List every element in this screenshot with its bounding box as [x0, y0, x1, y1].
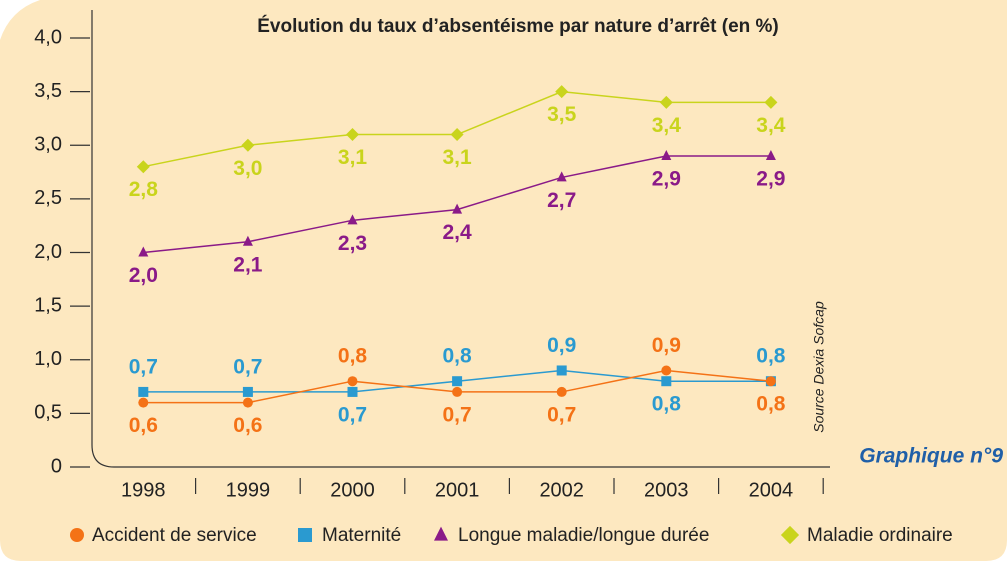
x-tick-label: 2002 [539, 479, 584, 501]
y-tick-label: 2,0 [34, 241, 62, 263]
data-label: 2,1 [233, 253, 263, 276]
data-label: 3,4 [652, 114, 682, 137]
point [556, 171, 567, 182]
x-tick-label: 2001 [435, 479, 480, 501]
point [765, 149, 776, 160]
data-label: 0,7 [233, 355, 262, 378]
point [556, 365, 567, 376]
x-tick-label: 2004 [749, 479, 794, 501]
data-label: 0,6 [129, 414, 158, 437]
data-label: 3,1 [442, 146, 472, 169]
point [241, 138, 255, 152]
chart-title: Évolution du taux d’absentéisme par natu… [257, 15, 779, 37]
data-label: 3,1 [338, 146, 368, 169]
y-tick-label: 4,0 [34, 26, 62, 48]
point [347, 376, 358, 387]
data-label: 0,8 [756, 393, 786, 416]
point [346, 128, 359, 142]
point [555, 85, 569, 99]
data-label: 2,9 [756, 168, 785, 191]
legend-label: Longue maladie/longue durée [458, 525, 709, 546]
point [661, 376, 672, 387]
data-label: 0,8 [756, 345, 786, 368]
y-tick-label: 1,0 [34, 348, 62, 370]
y-tick-label: 3,0 [34, 134, 62, 156]
point [661, 365, 672, 376]
x-tick-label: 1998 [121, 479, 166, 501]
point [765, 376, 776, 387]
x-tick-label: 2000 [330, 479, 375, 501]
legend-label: Maternité [322, 525, 401, 546]
data-label: 0,7 [338, 403, 367, 426]
point [556, 386, 567, 397]
point [138, 386, 149, 397]
data-label: 2,8 [129, 178, 159, 201]
source: Source Dexia Sofcap [811, 301, 827, 433]
data-label: 0,9 [652, 334, 681, 357]
legend-marker [434, 526, 448, 541]
data-label: 0,7 [129, 355, 158, 378]
legend-label: Accident de service [92, 525, 257, 546]
point [242, 386, 253, 397]
point [452, 386, 463, 397]
data-label: 3,5 [547, 103, 577, 126]
point [242, 397, 253, 408]
y-tick-label: 2,5 [34, 187, 62, 209]
legend-label: Maladie ordinaire [807, 525, 953, 546]
point [659, 95, 673, 109]
point [347, 386, 358, 397]
data-label: 0,7 [442, 403, 471, 426]
legend-marker [70, 528, 84, 542]
x-tick-label: 1999 [226, 479, 271, 501]
axes [91, 10, 830, 468]
caption: Graphique n°9 [859, 445, 1003, 468]
data-label: 3,0 [233, 157, 262, 180]
data-label: 0,9 [547, 334, 576, 357]
data-label: 2,0 [129, 264, 158, 287]
data-label: 3,4 [756, 114, 786, 137]
corner [0, 0, 40, 40]
y-tick-label: 0 [51, 455, 62, 477]
data-label: 0,7 [547, 403, 576, 426]
data-label: 2,9 [652, 168, 681, 191]
point [136, 160, 150, 174]
point [450, 128, 464, 142]
data-label: 0,8 [442, 345, 472, 368]
x-tick-label: 2003 [644, 479, 689, 501]
y-tick-label: 3,5 [34, 80, 62, 102]
data-label: 2,7 [547, 189, 576, 212]
legend-marker [780, 525, 800, 545]
data-label: 2,4 [442, 221, 472, 244]
point [242, 235, 253, 246]
point [661, 149, 672, 160]
point [347, 214, 358, 225]
point [452, 376, 463, 387]
data-label: 0,8 [652, 393, 682, 416]
y-tick-label: 0,5 [34, 402, 62, 424]
data-label: 0,6 [233, 414, 262, 437]
point [138, 246, 149, 257]
point [764, 95, 778, 109]
point [452, 203, 463, 214]
point [138, 397, 149, 408]
data-label: 0,8 [338, 345, 368, 368]
data-label: 2,3 [338, 232, 367, 255]
y-tick-label: 1,5 [34, 294, 62, 316]
legend-marker [298, 528, 312, 542]
